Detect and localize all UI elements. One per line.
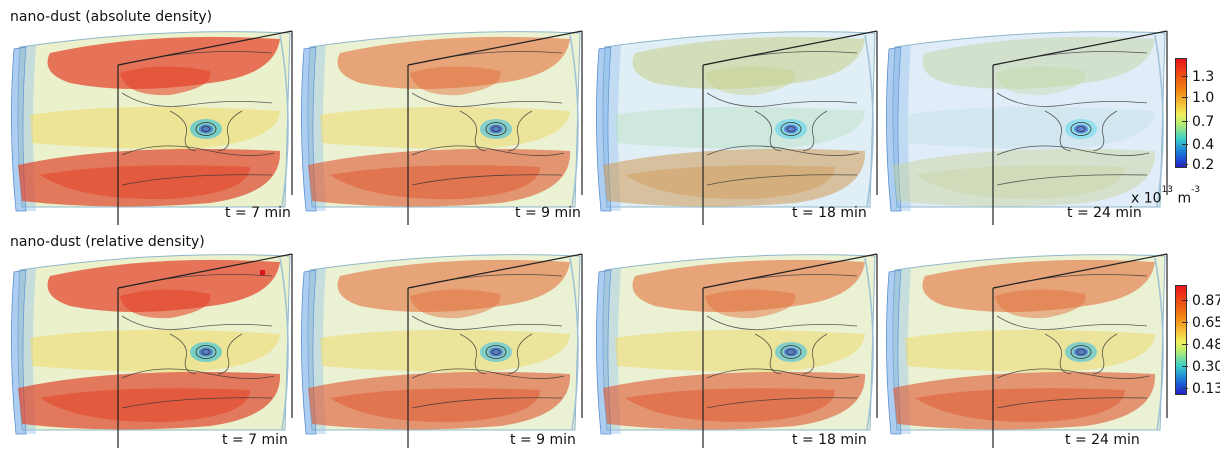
colorbar-tick [1182, 164, 1188, 165]
colorbar-tick [1182, 322, 1188, 323]
colorbar-tick [1182, 121, 1188, 122]
row-title-absolute: nano-dust (absolute density) [10, 9, 213, 25]
colorbar-tick [1182, 76, 1188, 77]
time-label-relative-3: t = 18 min [792, 432, 867, 448]
row-title-relative: nano-dust (relative density) [10, 234, 205, 250]
colorbar-tick [1182, 144, 1188, 145]
colorbar-tick [1182, 300, 1188, 301]
colorbar-relative [1175, 285, 1187, 395]
time-label-absolute-4: t = 24 min [1067, 205, 1142, 221]
colorbar-tick [1182, 366, 1188, 367]
colorbar-tick [1182, 97, 1188, 98]
time-label-absolute-3: t = 18 min [792, 205, 867, 221]
colorbar-tick [1182, 388, 1188, 389]
cylinder-render [11, 253, 293, 448]
time-label-relative-1: t = 7 min [222, 432, 288, 448]
panel-absolute-4 [885, 25, 1170, 235]
colorbar-unit: x 1013 m-3 [1131, 185, 1201, 207]
colorbar-relative-label-5: 0.13 [1192, 381, 1220, 397]
cylinder-render [886, 30, 1168, 225]
cylinder-render [596, 253, 878, 448]
time-label-absolute-1: t = 7 min [225, 205, 291, 221]
time-label-absolute-2: t = 9 min [515, 205, 581, 221]
cylinder-render [301, 253, 583, 448]
cylinder-render [886, 253, 1168, 448]
colorbar-relative-label-3: 0.48 [1192, 337, 1220, 353]
colorbar-absolute-label-3: 0.7 [1192, 114, 1215, 130]
time-label-relative-4: t = 24 min [1065, 432, 1140, 448]
panel-relative-1 [10, 248, 295, 458]
panel-relative-4 [885, 248, 1170, 458]
colorbar-absolute [1175, 58, 1187, 168]
colorbar-relative-label-2: 0.65 [1192, 315, 1220, 331]
panel-absolute-2 [300, 25, 585, 235]
panel-absolute-1 [10, 25, 295, 235]
colorbar-absolute-label-2: 1.0 [1192, 90, 1215, 106]
panel-relative-3 [595, 248, 880, 458]
cylinder-render [301, 30, 583, 225]
colorbar-relative-label-1: 0.87 [1192, 293, 1220, 309]
time-label-relative-2: t = 9 min [510, 432, 576, 448]
colorbar-relative-label-4: 0.30 [1192, 359, 1220, 375]
cylinder-render [596, 30, 878, 225]
cylinder-render [11, 30, 293, 225]
panel-absolute-3 [595, 25, 880, 235]
colorbar-absolute-label-5: 0.2 [1192, 157, 1215, 173]
colorbar-absolute-label-1: 1.3 [1192, 69, 1215, 85]
panel-relative-2 [300, 248, 585, 458]
colorbar-tick [1182, 344, 1188, 345]
colorbar-absolute-label-4: 0.4 [1192, 137, 1215, 153]
